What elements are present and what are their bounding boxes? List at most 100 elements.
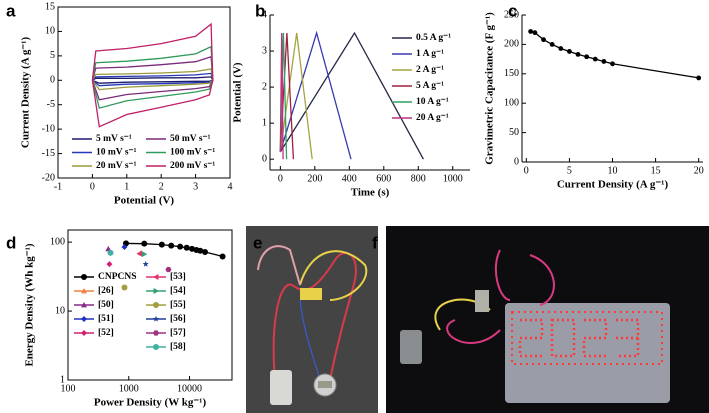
y-tick-label: -15 <box>42 148 55 159</box>
series-line <box>279 31 424 160</box>
legend-label: [54] <box>170 286 186 296</box>
legend-label: 100 mV s⁻¹ <box>170 148 215 158</box>
marker <box>106 261 113 268</box>
y-tick-label: 250 <box>504 9 519 20</box>
x-axis-title: Power Density (W kg⁻¹) <box>94 397 207 409</box>
marker <box>532 30 538 36</box>
y-tick-label: 4 <box>262 9 267 20</box>
panel-label: e <box>253 233 262 252</box>
x-tick-label: 15 <box>651 165 661 176</box>
y-tick-label: 15 <box>45 1 55 12</box>
x-tick-label: 10000 <box>177 383 202 394</box>
marker <box>584 54 590 60</box>
marker <box>81 302 87 308</box>
x-tick-label: 1000 <box>119 383 139 394</box>
x-tick-label: 0 <box>90 181 95 192</box>
legend-label: [53] <box>170 272 186 282</box>
x-tick-label: 10 <box>608 165 618 176</box>
series-line <box>91 68 214 91</box>
marker <box>558 46 564 51</box>
y-axis-title: Gravimetric Capacitance (F g⁻¹) <box>484 12 496 165</box>
wire-yellow <box>299 250 368 301</box>
legend-label: 200 mV s⁻¹ <box>170 161 215 171</box>
x-tick-label: 800 <box>411 173 426 184</box>
marker <box>610 61 615 67</box>
series-line <box>530 30 699 79</box>
y-tick-label: 200 <box>504 39 519 50</box>
x-tick-label: 600 <box>376 173 391 184</box>
wires <box>446 249 555 344</box>
y-tick-label: 1 <box>60 374 65 385</box>
legend-label: 50 mV s⁻¹ <box>170 134 211 144</box>
legend-label: 20 A g⁻¹ <box>416 113 449 123</box>
marker <box>121 284 128 291</box>
legend-label: [56] <box>170 314 186 324</box>
display <box>475 290 489 312</box>
marker <box>177 243 184 250</box>
y-tick-label: 150 <box>504 68 519 79</box>
marker <box>197 247 204 254</box>
marker <box>121 244 128 251</box>
legend-label: [55] <box>170 300 186 310</box>
marker <box>219 253 226 260</box>
y-tick-label: -20 <box>42 172 55 183</box>
x-tick-label: 20 <box>694 165 704 176</box>
marker <box>136 250 142 257</box>
wire-blue <box>299 299 321 381</box>
legend-label: 10 A g⁻¹ <box>416 97 449 107</box>
plot-frame <box>57 6 231 179</box>
panel-label: f <box>372 233 378 252</box>
legend-label: [52] <box>98 328 114 338</box>
photo-e <box>246 226 378 413</box>
series-line <box>279 30 352 160</box>
legend-label: [57] <box>170 328 186 338</box>
battery <box>270 370 292 405</box>
wire-pink <box>257 245 301 286</box>
marker <box>541 37 546 43</box>
x-tick-label: 3 <box>193 181 198 192</box>
panel-label: a <box>6 1 16 20</box>
marker <box>141 251 148 258</box>
marker <box>81 274 87 280</box>
marker <box>165 266 172 273</box>
x-tick-label: 1 <box>124 181 129 192</box>
legend-label: 1 A g⁻¹ <box>416 49 444 59</box>
marker <box>575 51 581 57</box>
marker <box>153 288 159 294</box>
y-tick-label: 50 <box>509 127 519 138</box>
x-tick-label: 100 <box>61 383 76 394</box>
marker <box>81 288 87 294</box>
marker <box>81 330 87 336</box>
x-axis-title: Time (s) <box>351 187 390 199</box>
marker <box>141 240 148 247</box>
marker <box>601 59 607 64</box>
plot-frame <box>67 229 233 381</box>
marker <box>183 244 190 251</box>
marker <box>153 330 159 336</box>
series-line <box>91 22 214 128</box>
legend-label: [58] <box>170 342 186 352</box>
marker <box>592 56 598 62</box>
x-axis-title: Current Density (A g⁻¹) <box>557 179 669 191</box>
x-tick-label: 2 <box>159 181 164 192</box>
y-tick-label: -10 <box>42 123 55 134</box>
marker <box>152 315 160 322</box>
marker <box>549 42 555 47</box>
y-tick-label: 10 <box>45 26 55 37</box>
marker <box>168 242 175 249</box>
y-tick-label: 2 <box>262 81 267 92</box>
legend-label: 10 mV s⁻¹ <box>96 148 137 158</box>
felt-board <box>505 303 670 403</box>
marker <box>153 302 159 308</box>
marker <box>528 29 534 34</box>
x-tick-label: -1 <box>54 181 62 192</box>
led-border <box>511 311 663 365</box>
clips <box>300 288 322 300</box>
battery <box>400 330 422 364</box>
display-screen <box>318 381 332 388</box>
legend-label: 20 mV s⁻¹ <box>96 161 137 171</box>
marker <box>107 249 114 256</box>
marker <box>105 245 112 252</box>
legend-label: 2 A g⁻¹ <box>416 65 444 75</box>
